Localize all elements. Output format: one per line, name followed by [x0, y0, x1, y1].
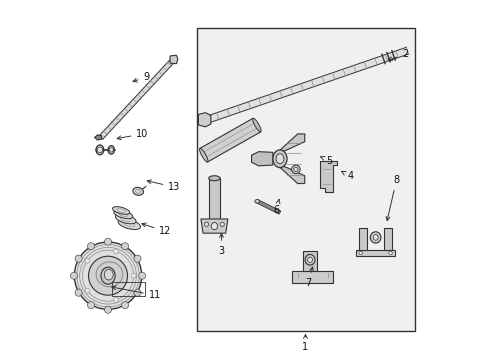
- Ellipse shape: [104, 269, 113, 280]
- Circle shape: [109, 148, 113, 152]
- Ellipse shape: [372, 235, 377, 240]
- Circle shape: [75, 255, 82, 262]
- Ellipse shape: [115, 214, 136, 224]
- Ellipse shape: [252, 118, 261, 132]
- Circle shape: [97, 147, 102, 153]
- Polygon shape: [99, 58, 175, 139]
- Ellipse shape: [112, 207, 129, 214]
- Circle shape: [138, 272, 145, 279]
- Circle shape: [87, 243, 94, 250]
- Circle shape: [131, 273, 136, 278]
- Text: 8: 8: [386, 175, 399, 221]
- Polygon shape: [251, 152, 272, 166]
- Polygon shape: [206, 47, 408, 123]
- Circle shape: [358, 251, 362, 255]
- Circle shape: [70, 272, 78, 279]
- Text: 11: 11: [112, 286, 161, 300]
- Polygon shape: [383, 228, 391, 250]
- Circle shape: [113, 249, 118, 254]
- Ellipse shape: [307, 257, 312, 262]
- Text: 12: 12: [142, 223, 171, 237]
- Polygon shape: [276, 164, 304, 184]
- Circle shape: [74, 242, 142, 309]
- Polygon shape: [276, 134, 304, 153]
- Text: 2: 2: [387, 49, 407, 60]
- Polygon shape: [355, 250, 394, 256]
- Ellipse shape: [108, 145, 114, 154]
- Circle shape: [388, 251, 391, 255]
- Circle shape: [293, 167, 297, 171]
- Polygon shape: [170, 55, 178, 64]
- Polygon shape: [200, 118, 260, 162]
- Text: 13: 13: [147, 180, 180, 192]
- Text: 1: 1: [302, 334, 308, 352]
- Bar: [196, 28, 414, 330]
- Polygon shape: [208, 178, 220, 219]
- Circle shape: [134, 289, 141, 296]
- Ellipse shape: [114, 210, 132, 219]
- Polygon shape: [303, 251, 317, 271]
- Ellipse shape: [208, 176, 220, 181]
- Ellipse shape: [101, 267, 115, 284]
- Circle shape: [75, 289, 82, 296]
- Circle shape: [121, 243, 128, 250]
- Circle shape: [104, 238, 111, 245]
- Ellipse shape: [254, 199, 259, 203]
- Circle shape: [104, 306, 111, 313]
- Text: 3: 3: [218, 234, 224, 256]
- Bar: [111, 282, 145, 296]
- Polygon shape: [198, 113, 210, 127]
- Text: 10: 10: [117, 129, 148, 140]
- Text: 7: 7: [305, 267, 313, 288]
- Circle shape: [204, 222, 208, 226]
- Text: 6: 6: [273, 199, 279, 215]
- Ellipse shape: [199, 148, 207, 162]
- Ellipse shape: [305, 255, 314, 265]
- Ellipse shape: [211, 222, 217, 230]
- Text: 5: 5: [320, 156, 331, 166]
- Polygon shape: [94, 135, 102, 140]
- Polygon shape: [256, 200, 280, 214]
- Polygon shape: [319, 161, 336, 192]
- Ellipse shape: [96, 145, 103, 155]
- Circle shape: [291, 165, 300, 174]
- Text: 9: 9: [133, 72, 149, 82]
- Circle shape: [88, 256, 127, 295]
- Ellipse shape: [133, 188, 143, 195]
- Ellipse shape: [272, 150, 286, 168]
- Ellipse shape: [276, 154, 283, 164]
- Polygon shape: [358, 228, 367, 250]
- Polygon shape: [201, 219, 227, 233]
- Text: 4: 4: [341, 171, 353, 181]
- Circle shape: [134, 255, 141, 262]
- Circle shape: [220, 222, 224, 226]
- Circle shape: [85, 288, 90, 293]
- Circle shape: [121, 302, 128, 309]
- Circle shape: [85, 258, 90, 263]
- Circle shape: [87, 302, 94, 309]
- Polygon shape: [292, 271, 332, 283]
- Ellipse shape: [118, 219, 140, 230]
- Circle shape: [113, 297, 118, 302]
- Ellipse shape: [369, 232, 380, 243]
